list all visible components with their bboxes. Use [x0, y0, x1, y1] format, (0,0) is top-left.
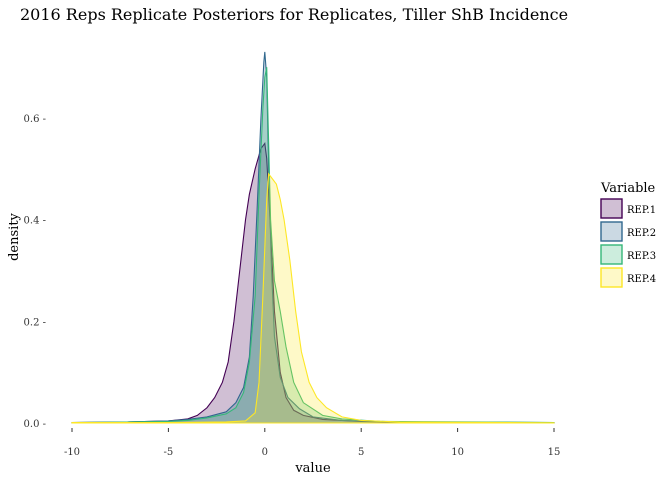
- legend-swatch: [600, 221, 623, 242]
- density-areas: [71, 51, 555, 424]
- x-axis: -10 -5 0 5 10 15: [64, 428, 560, 458]
- y-axis: 0.0 - 0.2 - 0.4 - 0.6 -: [24, 114, 46, 430]
- legend-title: Variable: [600, 181, 656, 196]
- chart-title: 2016 Reps Replicate Posteriors for Repli…: [20, 5, 568, 24]
- legend-label: REP.3: [627, 251, 656, 262]
- legend-label: REP.4: [627, 274, 656, 285]
- x-tick-label: 15: [548, 447, 561, 458]
- legend-swatch: [600, 244, 623, 265]
- density-area-rep4: [71, 172, 555, 424]
- y-tick-label: 0.4 -: [24, 216, 46, 227]
- legend-label: REP.1: [627, 205, 656, 216]
- y-tick-label: 0.6 -: [24, 114, 46, 125]
- legend-swatch: [600, 267, 623, 288]
- density-area-rep1: [71, 142, 555, 424]
- legend-label: REP.2: [627, 228, 656, 239]
- y-axis-title: density: [7, 212, 22, 260]
- legend: Variable REP.1 REP.2 REP.3 REP.4: [600, 181, 656, 288]
- density-area-rep2: [71, 51, 555, 424]
- legend-swatch: [600, 198, 623, 219]
- density-area-rep3: [71, 67, 555, 424]
- x-tick-label: 0: [262, 447, 268, 458]
- y-tick-label: 0.2 -: [24, 317, 46, 328]
- x-tick-label: 5: [358, 447, 364, 458]
- x-tick-label: -10: [64, 447, 80, 458]
- y-tick-label: 0.0 -: [24, 419, 46, 430]
- x-tick-label: 10: [451, 447, 464, 458]
- x-tick-label: -5: [164, 447, 174, 458]
- x-axis-title: value: [294, 461, 331, 476]
